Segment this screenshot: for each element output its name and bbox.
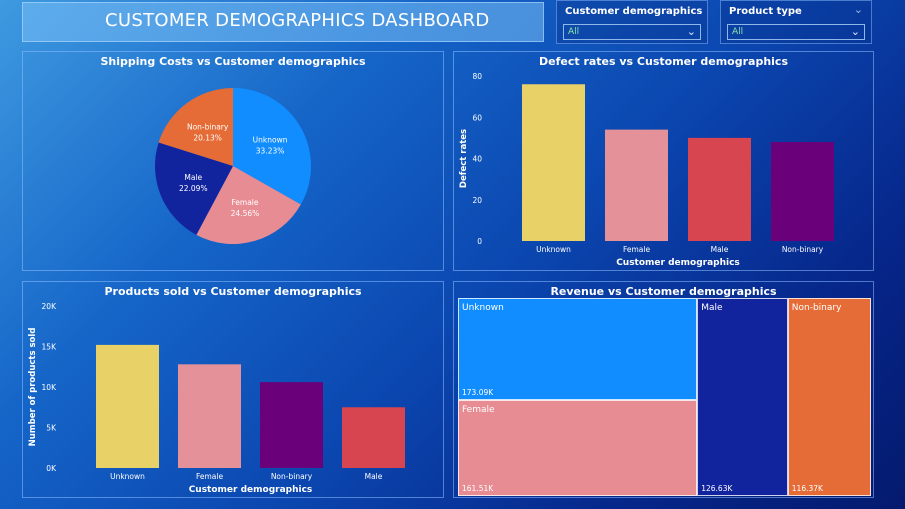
bar[interactable] bbox=[605, 129, 668, 241]
treemap-tile[interactable]: Female 161.51K bbox=[458, 400, 698, 496]
y-tick-label: 60 bbox=[472, 113, 482, 122]
treemap-tile-label: Male bbox=[701, 303, 723, 313]
pie-slice-value: 24.56% bbox=[231, 209, 260, 218]
x-tick-label: Non-binary bbox=[271, 472, 313, 481]
slicer-label: Product type bbox=[729, 6, 802, 17]
y-tick-label: 10K bbox=[42, 383, 58, 392]
pie-slice-value: 33.23% bbox=[256, 146, 285, 155]
y-tick-label: 5K bbox=[46, 424, 57, 433]
slicer-label: Customer demographics bbox=[565, 6, 703, 17]
treemap-tile-value: 116.37K bbox=[791, 484, 823, 493]
pie-slice[interactable] bbox=[154, 142, 233, 235]
pie-slice-label: Female bbox=[231, 198, 259, 207]
chart-title: Shipping Costs vs Customer demographics bbox=[100, 55, 366, 68]
pie-slice-value: 22.09% bbox=[179, 184, 208, 193]
chart-title: Defect rates vs Customer demographics bbox=[539, 55, 788, 68]
x-axis-label: Customer demographics bbox=[616, 258, 740, 268]
chart-title: Revenue vs Customer demographics bbox=[550, 285, 777, 298]
slicer-customer-demographics[interactable]: Customer demographics All ⌄ bbox=[556, 0, 708, 44]
treemap-tile-value: 161.51K bbox=[462, 483, 494, 493]
chevron-down-icon[interactable]: ⌄ bbox=[850, 25, 860, 38]
slicer-value: All bbox=[732, 27, 744, 37]
y-tick-label: 0 bbox=[477, 237, 482, 246]
dashboard-title: CUSTOMER DEMOGRAPHICS DASHBOARD bbox=[105, 10, 490, 31]
pie-chart[interactable]: Unknown 33.23% Female 24.56% Male 22.09% Non-b… bbox=[23, 52, 443, 270]
treemap-tile[interactable]: Non-binary 116.37K bbox=[787, 298, 871, 496]
products-sold-bar-chart[interactable]: 0K 5K 10K 15K 20K Unknown Female Non-binary Male… bbox=[23, 282, 443, 497]
dashboard-title-box: CUSTOMER DEMOGRAPHICS DASHBOARD bbox=[22, 2, 544, 42]
products-sold-panel: Products sold vs Customer demographics 0… bbox=[22, 281, 444, 498]
treemap-tile-label: Non-binary bbox=[791, 303, 842, 313]
treemap-tile-value: 126.63K bbox=[701, 484, 733, 493]
bar[interactable] bbox=[522, 84, 585, 241]
treemap-tile-label: Unknown bbox=[462, 303, 504, 313]
bar[interactable] bbox=[688, 137, 751, 241]
pie-slice[interactable] bbox=[158, 87, 233, 166]
pie-slice-label: Unknown bbox=[253, 135, 288, 144]
bar[interactable] bbox=[96, 344, 159, 468]
y-tick-label: 20 bbox=[472, 196, 482, 205]
defect-rates-panel: Defect rates vs Customer demographics 0 2… bbox=[453, 51, 874, 271]
y-tick-label: 15K bbox=[42, 343, 58, 352]
x-tick-label: Non-binary bbox=[782, 245, 824, 254]
chart-title: Products sold vs Customer demographics bbox=[104, 285, 362, 298]
slicer-value: All bbox=[568, 27, 580, 37]
slicer-dropdown[interactable]: All ⌄ bbox=[563, 24, 701, 40]
bar[interactable] bbox=[771, 142, 834, 241]
bar[interactable] bbox=[342, 407, 405, 468]
x-tick-label: Unknown bbox=[536, 245, 571, 254]
x-tick-label: Female bbox=[196, 472, 224, 481]
y-tick-label: 0K bbox=[46, 464, 57, 473]
x-tick-label: Unknown bbox=[110, 472, 145, 481]
defect-bar-chart[interactable]: 0 20 40 60 80 Unknown Female Male Non-binary Cust… bbox=[454, 52, 873, 270]
chevron-down-icon[interactable]: ⌄ bbox=[853, 3, 863, 16]
pie-slice-value: 20.13% bbox=[193, 133, 222, 142]
x-tick-label: Male bbox=[711, 245, 729, 254]
treemap-tile[interactable]: Unknown 173.09K bbox=[458, 298, 698, 401]
bar[interactable] bbox=[260, 382, 323, 468]
slicer-product-type[interactable]: Product type ⌄ All ⌄ bbox=[720, 0, 872, 44]
y-tick-label: 20K bbox=[42, 302, 58, 311]
pie-slice[interactable] bbox=[196, 166, 301, 244]
treemap-tile[interactable]: Male 126.63K bbox=[697, 298, 788, 496]
chevron-down-icon[interactable]: ⌄ bbox=[686, 25, 696, 38]
x-tick-label: Female bbox=[623, 245, 651, 254]
x-tick-label: Male bbox=[365, 472, 383, 481]
treemap-tile-value: 173.09K bbox=[462, 388, 494, 398]
y-tick-label: 40 bbox=[472, 155, 482, 164]
bar[interactable] bbox=[178, 364, 241, 468]
x-axis-label: Customer demographics bbox=[189, 485, 313, 495]
y-axis-label: Defect rates bbox=[459, 129, 469, 188]
pie-slice-label: Non-binary bbox=[187, 122, 229, 131]
treemap-tile-label: Female bbox=[462, 405, 495, 416]
y-axis-label: Number of products sold bbox=[28, 328, 38, 447]
revenue-panel: Revenue vs Customer demographics Unknown… bbox=[453, 281, 874, 498]
y-tick-label: 80 bbox=[472, 72, 482, 81]
pie-slice[interactable] bbox=[233, 88, 311, 205]
revenue-treemap[interactable]: Unknown 173.09K Female 161.51K Male 126.63K No… bbox=[458, 298, 871, 496]
slicer-dropdown[interactable]: All ⌄ bbox=[727, 24, 865, 40]
pie-slice-label: Male bbox=[184, 173, 202, 182]
shipping-costs-panel: Shipping Costs vs Customer demographics … bbox=[22, 51, 444, 271]
